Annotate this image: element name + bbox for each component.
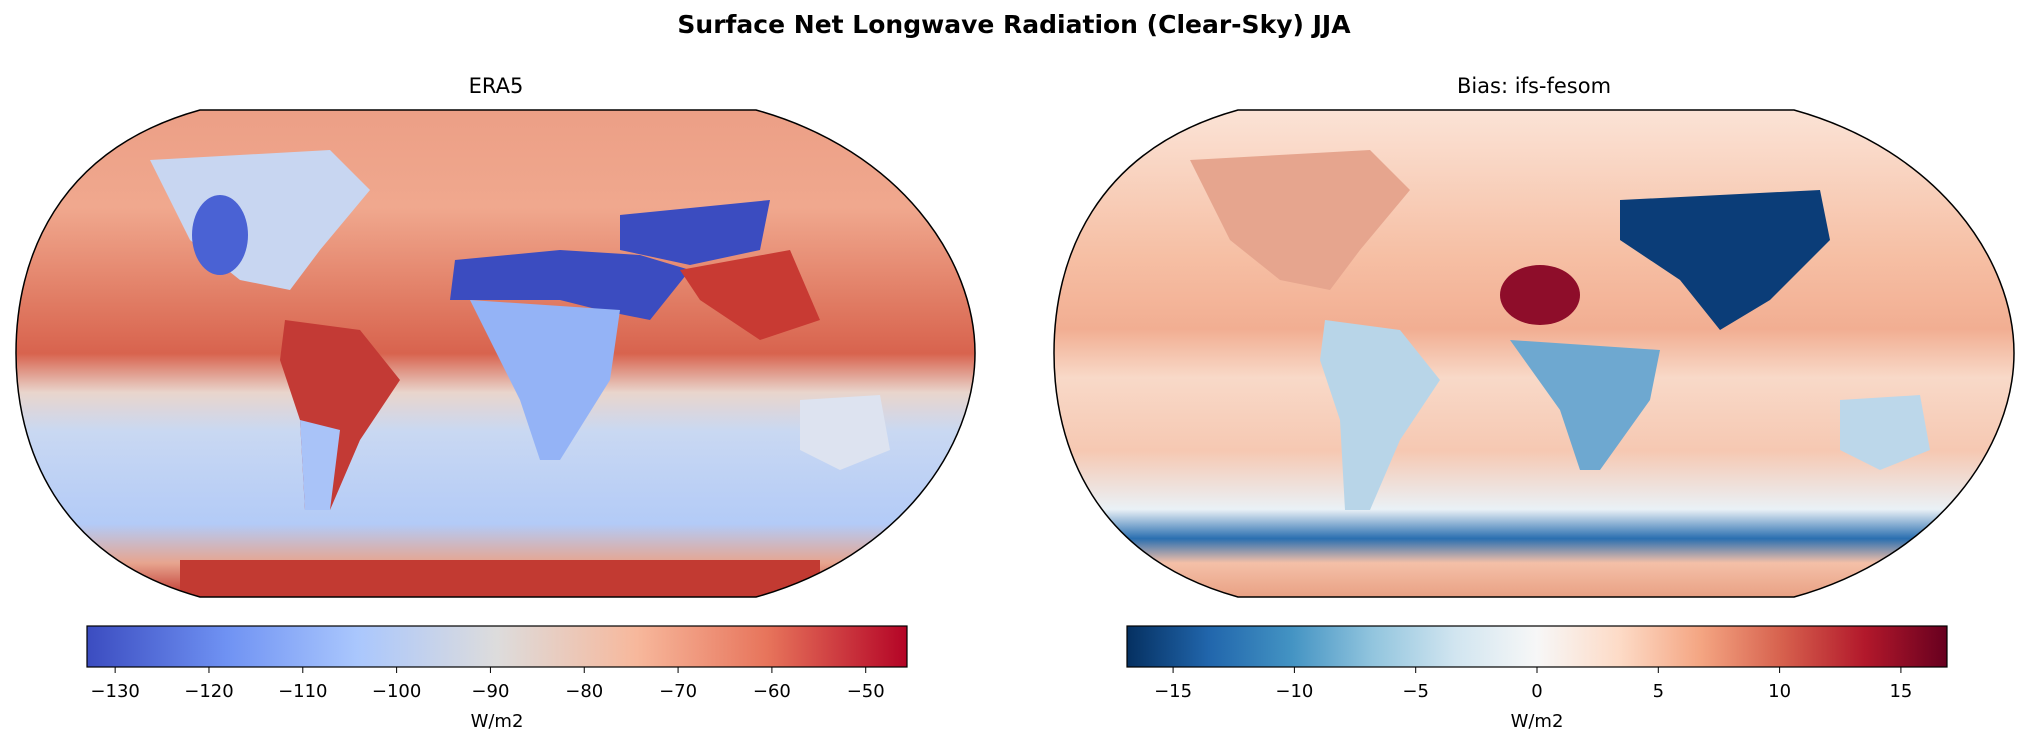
- right-colorbar: [1126, 625, 1948, 668]
- left-map-outline: [15, 109, 976, 598]
- colorbar-tick-label: −90: [471, 681, 509, 702]
- left-colorbar-ticks: −130 −120 −110 −100 −90 −80 −70 −60 −50: [90, 667, 885, 702]
- sahara-warm-bias: [1500, 265, 1580, 325]
- colorbar-tick-label: −110: [278, 681, 327, 702]
- colorbar-tick-label: −80: [565, 681, 603, 702]
- africa-south: [470, 300, 620, 460]
- left-map-title: ERA5: [468, 74, 524, 98]
- south-america-south: [300, 420, 340, 510]
- colorbar-tick-label: −60: [753, 681, 791, 702]
- colorbar-tick-label: 5: [1653, 681, 1664, 702]
- right-map-title: Bias: ifs-fesom: [1456, 74, 1612, 98]
- south-asia-warm: [680, 250, 820, 340]
- south-america-bias: [1320, 320, 1440, 510]
- colorbar-tick-label: 10: [1768, 681, 1791, 702]
- north-africa-arabia-cold: [450, 250, 690, 320]
- australia-land: [800, 395, 890, 470]
- colorbar-tick-label: 0: [1531, 681, 1542, 702]
- right-map-field: [1054, 110, 2014, 597]
- colorbar-tick-label: −70: [659, 681, 697, 702]
- north-america-land: [150, 150, 370, 290]
- australia-bias: [1840, 395, 1930, 470]
- colorbar-tick-label: −10: [1275, 681, 1313, 702]
- left-map-field: [16, 110, 975, 597]
- western-us-cold: [192, 195, 248, 275]
- right-colorbar-label: W/m2: [1511, 711, 1564, 732]
- colorbar-tick-label: −50: [847, 681, 885, 702]
- central-asia-cold: [620, 200, 770, 265]
- colorbar-tick-label: −5: [1402, 681, 1429, 702]
- left-colorbar: [86, 625, 908, 668]
- figure-title: Surface Net Longwave Radiation (Clear-Sk…: [677, 10, 1351, 39]
- colorbar-tick-label: −15: [1154, 681, 1192, 702]
- colorbar-tick-label: −130: [90, 681, 139, 702]
- africa-south-bias: [1510, 340, 1660, 470]
- colorbar-tick-label: −120: [184, 681, 233, 702]
- north-america-bias: [1190, 150, 1410, 290]
- right-colorbar-ticks: −15 −10 −5 0 5 10 15: [1154, 667, 1912, 702]
- left-colorbar-label: W/m2: [471, 711, 524, 732]
- antarctica: [180, 560, 820, 597]
- colorbar-tick-label: 15: [1889, 681, 1912, 702]
- eurasia-cold-bias: [1620, 190, 1830, 330]
- colorbar-tick-label: −100: [372, 681, 421, 702]
- right-map-outline: [1053, 109, 2015, 598]
